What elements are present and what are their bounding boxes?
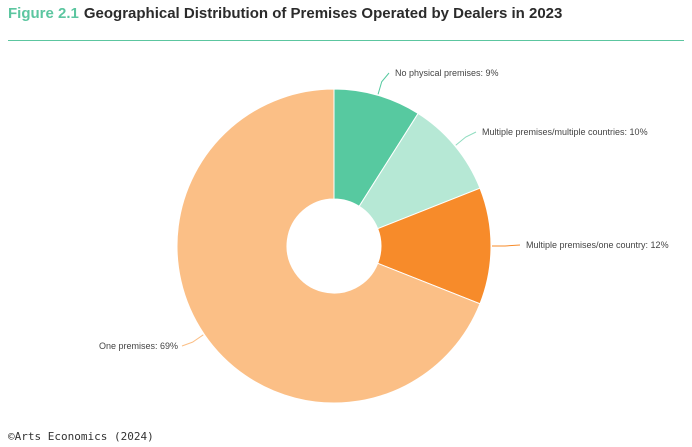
- donut-chart: No physical premises: 9% Multiple premise…: [99, 68, 669, 404]
- donut-slice-4: [176, 88, 481, 404]
- figure-label: Figure 2.1: [8, 5, 79, 22]
- leader-line-4: [181, 334, 204, 347]
- slice-label-2: Multiple premises/multiple countries: 10…: [482, 127, 648, 137]
- slice-label-4: One premises: 69%: [99, 341, 178, 351]
- slice-label-1: No physical premises: 9%: [395, 68, 499, 78]
- donut-slice-3: [377, 187, 492, 305]
- source-credit: ©Arts Economics (2024): [8, 430, 154, 443]
- figure-title: Geographical Distribution of Premises Op…: [83, 5, 563, 22]
- title-divider: [8, 40, 684, 41]
- leader-line-1: [377, 72, 390, 95]
- chart-title: Figure 2.1 Geographical Distribution of P…: [8, 4, 562, 24]
- leader-line-2: [455, 131, 477, 146]
- chart-area: No physical premises: 9% Multiple premise…: [0, 44, 692, 424]
- leader-line-3: [492, 244, 521, 247]
- slice-label-3: Multiple premises/one country: 12%: [526, 240, 669, 250]
